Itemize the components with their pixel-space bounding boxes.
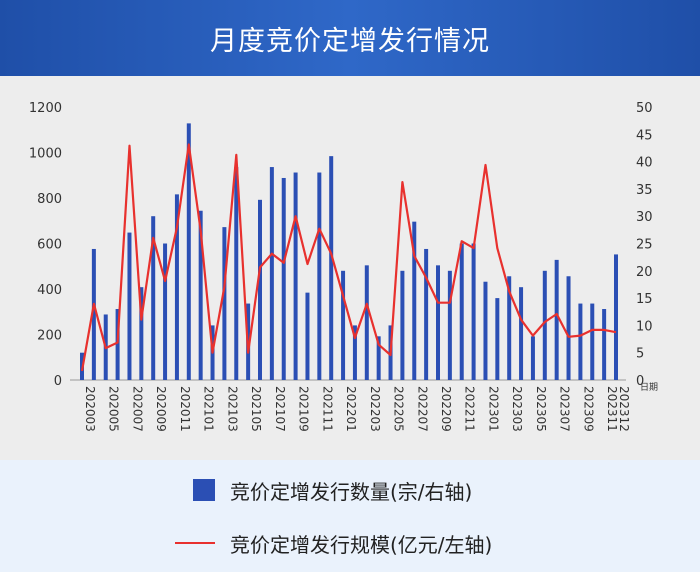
bar xyxy=(198,210,203,380)
bar xyxy=(400,270,405,380)
combo-chart: 0 200 400 600 800 1000 1200 0 5 10 15 20 25 30 35 40 45 5… xyxy=(29,101,658,432)
legend-bar-label: 竞价定增发行数量(宗/右轴) xyxy=(230,480,473,504)
x-tick-label: 202309 xyxy=(581,386,595,432)
y-right-tick-label: 40 xyxy=(636,156,653,171)
series-line xyxy=(80,143,617,372)
bar xyxy=(519,287,524,380)
x-tick-label: 202312 xyxy=(617,386,631,432)
bar xyxy=(376,336,381,380)
y-left-tick-label: 600 xyxy=(37,238,62,253)
bar xyxy=(364,265,369,380)
bar xyxy=(139,287,144,380)
bar xyxy=(424,248,429,380)
title-banner: 月度竞价定增发行情况 xyxy=(0,0,700,76)
bar xyxy=(542,270,547,380)
y-left-tick-label: 0 xyxy=(54,374,62,389)
x-tick-label: 202005 xyxy=(107,386,121,432)
x-tick-label: 202207 xyxy=(415,386,429,432)
bar xyxy=(222,227,227,380)
bar xyxy=(186,123,191,380)
bar xyxy=(436,265,440,380)
bar xyxy=(412,221,417,380)
bar xyxy=(174,194,179,380)
legend: 竞价定增发行数量(宗/右轴) 竞价定增发行规模(亿元/左轴) xyxy=(0,460,700,572)
bar xyxy=(305,292,310,380)
legend-line-swatch xyxy=(175,542,215,544)
bar xyxy=(234,167,239,380)
bar xyxy=(507,276,512,380)
y-left-tick-label: 200 xyxy=(37,329,62,344)
x-tick-label: 202303 xyxy=(510,386,524,432)
bar xyxy=(281,177,286,380)
y-left-tick-label: 400 xyxy=(37,283,62,298)
x-tick-label: 202011 xyxy=(178,386,192,432)
legend-bar-swatch xyxy=(193,479,215,501)
x-tick-label: 202203 xyxy=(368,386,382,432)
y-right-tick-label: 15 xyxy=(636,292,653,307)
x-tick-label: 202311 xyxy=(605,386,619,432)
bar xyxy=(495,298,500,380)
bar xyxy=(578,303,583,380)
bar xyxy=(530,336,535,380)
x-tick-label: 202007 xyxy=(130,386,144,432)
x-tick-label: 202205 xyxy=(392,386,406,432)
bar xyxy=(317,172,322,380)
y-right-tick-label: 10 xyxy=(636,319,653,334)
bar xyxy=(566,276,571,380)
bar xyxy=(127,232,132,380)
bar xyxy=(341,270,346,380)
bar xyxy=(115,309,120,380)
bar xyxy=(483,281,488,380)
y-right-tick-label: 35 xyxy=(636,183,653,198)
bar xyxy=(293,172,298,380)
chart-area: 0 200 400 600 800 1000 1200 0 5 10 15 20 25 30 35 40 45 5… xyxy=(0,76,700,460)
x-tick-label: 202103 xyxy=(225,386,239,432)
x-tick-label: 202211 xyxy=(463,386,477,432)
x-tick-label: 202209 xyxy=(439,386,453,432)
y-right-tick-label: 45 xyxy=(636,128,653,143)
x-tick-label: 202101 xyxy=(202,386,216,432)
y-left-tick-label: 1200 xyxy=(29,101,62,116)
bar xyxy=(447,270,452,380)
page-title: 月度竞价定增发行情况 xyxy=(210,25,490,57)
y-right-tick-label: 25 xyxy=(636,238,653,253)
y-right-tick-label: 20 xyxy=(636,265,653,280)
x-tick-label: 202301 xyxy=(486,386,500,432)
x-tick-label: 202307 xyxy=(558,386,572,432)
x-tick-label: 202105 xyxy=(249,386,263,432)
bar xyxy=(329,156,334,380)
x-tick-label: 202003 xyxy=(83,386,97,432)
bar xyxy=(602,309,607,380)
bar xyxy=(151,216,156,380)
x-tick-label: 202305 xyxy=(534,386,548,432)
bar xyxy=(471,243,476,380)
bar xyxy=(258,199,262,380)
y-right-tick-label: 0 xyxy=(636,374,644,389)
x-tick-label: 202109 xyxy=(297,386,311,432)
y-left-tick-label: 800 xyxy=(37,192,62,207)
bar xyxy=(269,167,274,380)
bar xyxy=(614,254,618,380)
bar xyxy=(590,303,595,380)
bar xyxy=(459,243,464,380)
y-left-tick-label: 1000 xyxy=(29,147,62,162)
legend-line-label: 竞价定增发行规模(亿元/左轴) xyxy=(230,533,493,557)
bar xyxy=(163,243,168,380)
x-axis-unit-label: 日期 xyxy=(640,382,658,393)
x-tick-label: 202107 xyxy=(273,386,287,432)
x-tick-label: 202009 xyxy=(154,386,168,432)
y-right-tick-label: 50 xyxy=(636,101,653,116)
bar xyxy=(91,248,96,380)
bar xyxy=(352,325,357,380)
y-right-tick-label: 30 xyxy=(636,210,653,225)
bar xyxy=(554,259,559,380)
x-tick-label: 202201 xyxy=(344,386,358,432)
x-tick-label: 202111 xyxy=(320,386,334,432)
y-right-tick-label: 5 xyxy=(636,347,644,362)
